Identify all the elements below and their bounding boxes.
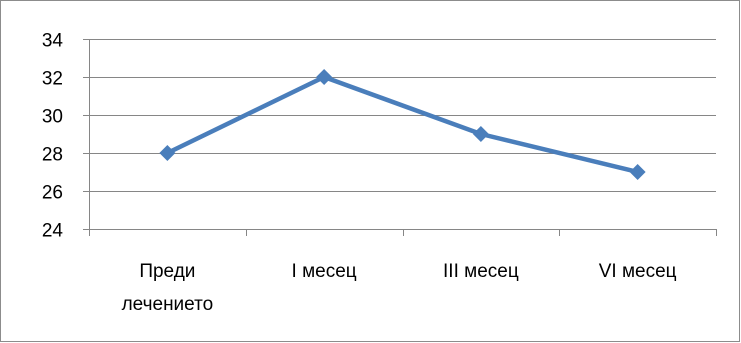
y-tick-label: 30	[42, 107, 63, 128]
series-line	[165, 74, 640, 175]
data-point-marker	[472, 126, 489, 142]
x-tick-label: I месец	[292, 261, 357, 282]
y-tick-label: 34	[42, 31, 64, 52]
gridlines	[89, 39, 716, 192]
x-tick-label: VI месец	[599, 261, 677, 282]
y-tick-label: 32	[42, 69, 63, 90]
axes	[83, 39, 717, 236]
x-tick-label: Преди лечението	[122, 261, 214, 315]
data-point-marker	[629, 164, 646, 180]
y-tick-label: 24	[42, 221, 64, 242]
data-point-marker	[159, 145, 176, 161]
data-point-marker	[316, 69, 333, 85]
series-layer	[159, 69, 646, 180]
y-tick-label: 28	[42, 145, 63, 166]
y-tick-label: 26	[42, 183, 63, 204]
x-axis-tick-labels: Преди лечението I месец III месец VI месец	[122, 261, 677, 315]
y-axis-tick-labels: 24 26 28 30 32 34	[42, 31, 64, 242]
x-tick-label: III месец	[443, 261, 519, 282]
